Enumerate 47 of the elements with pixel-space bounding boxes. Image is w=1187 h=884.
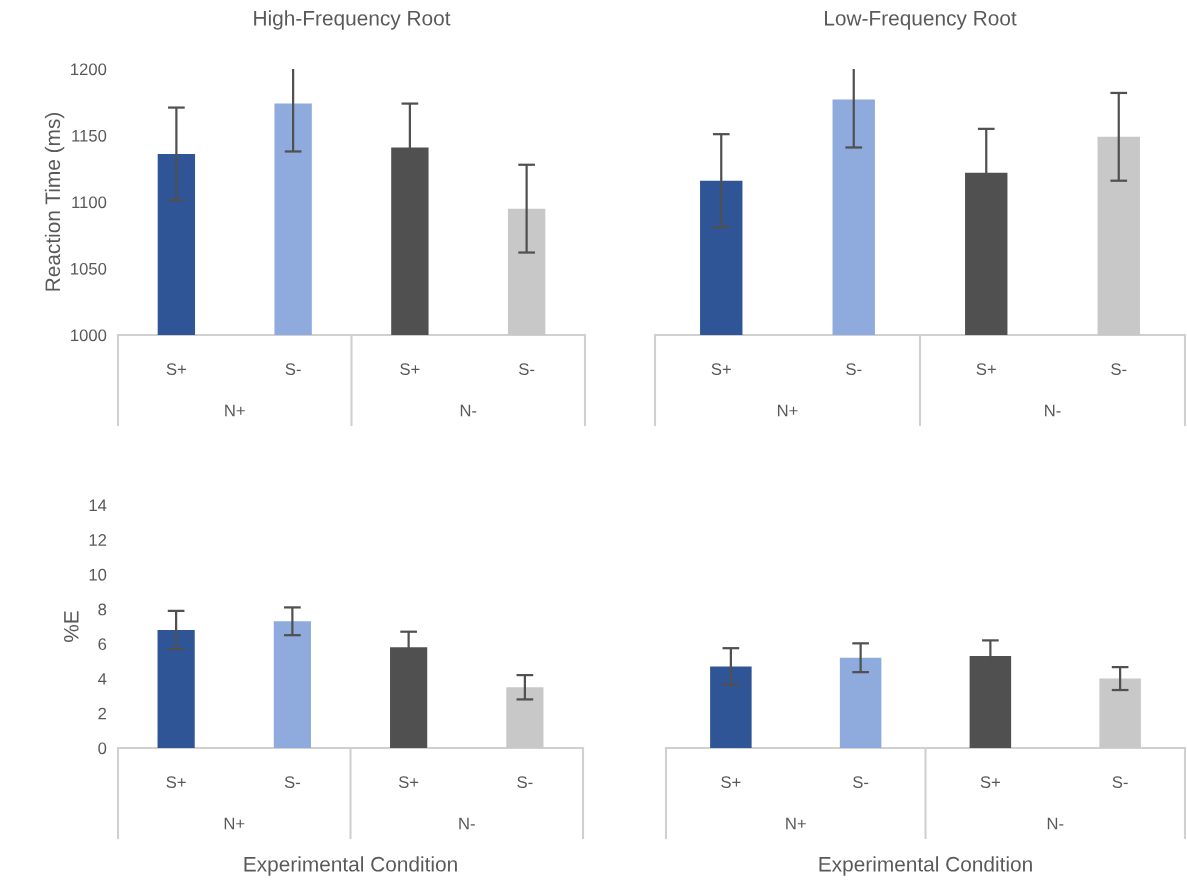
bar — [839, 657, 882, 748]
y-tick-label: 1150 — [72, 129, 107, 142]
x-tick-label: S- — [517, 776, 533, 789]
y-tick-label: 0 — [98, 742, 107, 755]
x-tick-label: S- — [1112, 776, 1128, 789]
x-axis-title: Experimental Condition — [244, 856, 457, 876]
x-tick-label: S- — [284, 776, 300, 789]
y-tick-label: 1100 — [72, 196, 107, 209]
y-tick-label: 10 — [89, 568, 107, 581]
x-tick-label: S+ — [166, 776, 186, 789]
x-tick-label: S+ — [398, 776, 419, 789]
y-axis-title: Reaction Time (ms) — [44, 112, 65, 291]
x-tick-label: S- — [846, 363, 862, 376]
x-tick-label: S+ — [721, 776, 741, 789]
x-tick-label: S+ — [166, 363, 186, 376]
x-tick-label: S- — [519, 363, 535, 376]
chart-title: High-Frequency Root — [254, 10, 451, 30]
y-tick-label: 1000 — [71, 329, 107, 342]
x-tick-label: S- — [1111, 363, 1127, 376]
y-tick-label: 4 — [98, 673, 107, 685]
y-tick-label: 12 — [89, 534, 107, 546]
text: N+ — [777, 404, 798, 417]
bar — [273, 621, 311, 748]
y-axis-title: %E — [64, 611, 79, 642]
text: N- — [460, 404, 477, 417]
y-tick-label: 2 — [98, 707, 107, 720]
y-tick-label: 14 — [89, 499, 107, 512]
text: N+ — [224, 817, 245, 830]
y-tick-label: 8 — [98, 603, 107, 616]
x-tick-label: S- — [853, 776, 869, 789]
x-axis-title: Experimental Condition — [819, 856, 1032, 876]
text: N- — [1045, 404, 1061, 417]
text: N+ — [786, 817, 806, 830]
x-tick-label: S+ — [980, 776, 1000, 789]
x-tick-label: S+ — [711, 363, 731, 376]
text: N+ — [225, 404, 245, 417]
y-tick-label: 1050 — [71, 262, 107, 275]
x-tick-label: S- — [285, 363, 301, 376]
y-tick-label: 6 — [98, 638, 107, 651]
y-tick-label: 1200 — [71, 63, 107, 76]
text: N- — [1047, 817, 1064, 830]
bar — [157, 629, 195, 748]
x-tick-label: S+ — [400, 363, 420, 376]
bar — [710, 666, 752, 748]
x-tick-label: S+ — [976, 363, 996, 376]
text: N- — [459, 817, 475, 830]
chart-title: Low-Frequency Root — [825, 11, 1017, 30]
